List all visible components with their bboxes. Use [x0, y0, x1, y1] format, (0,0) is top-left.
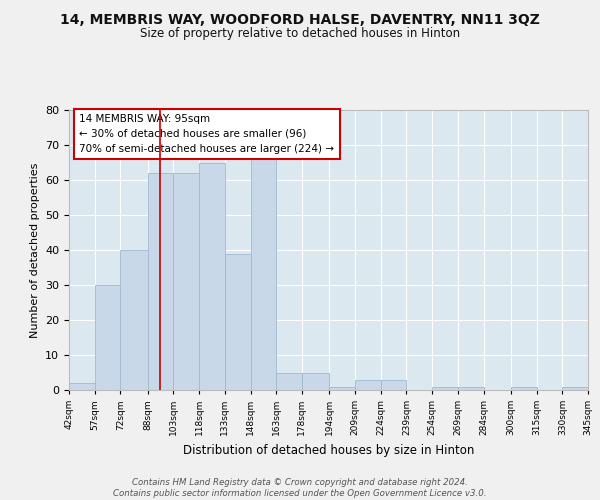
Bar — [199, 162, 225, 390]
Bar — [95, 285, 121, 390]
X-axis label: Distribution of detached houses by size in Hinton: Distribution of detached houses by size … — [183, 444, 474, 456]
Bar — [225, 254, 251, 390]
Bar — [355, 380, 381, 390]
Text: 14, MEMBRIS WAY, WOODFORD HALSE, DAVENTRY, NN11 3QZ: 14, MEMBRIS WAY, WOODFORD HALSE, DAVENTR… — [60, 12, 540, 26]
Bar — [432, 386, 458, 390]
Bar — [69, 383, 95, 390]
Bar — [511, 386, 536, 390]
Bar — [251, 159, 276, 390]
Text: Contains HM Land Registry data © Crown copyright and database right 2024.
Contai: Contains HM Land Registry data © Crown c… — [113, 478, 487, 498]
Bar — [173, 173, 199, 390]
Bar — [302, 372, 329, 390]
Bar — [148, 173, 173, 390]
Y-axis label: Number of detached properties: Number of detached properties — [29, 162, 40, 338]
Bar — [381, 380, 406, 390]
Text: 14 MEMBRIS WAY: 95sqm
← 30% of detached houses are smaller (96)
70% of semi-deta: 14 MEMBRIS WAY: 95sqm ← 30% of detached … — [79, 114, 334, 154]
Bar — [458, 386, 484, 390]
Bar — [276, 372, 302, 390]
Text: Size of property relative to detached houses in Hinton: Size of property relative to detached ho… — [140, 28, 460, 40]
Bar — [329, 386, 355, 390]
Bar — [562, 386, 588, 390]
Bar — [121, 250, 148, 390]
